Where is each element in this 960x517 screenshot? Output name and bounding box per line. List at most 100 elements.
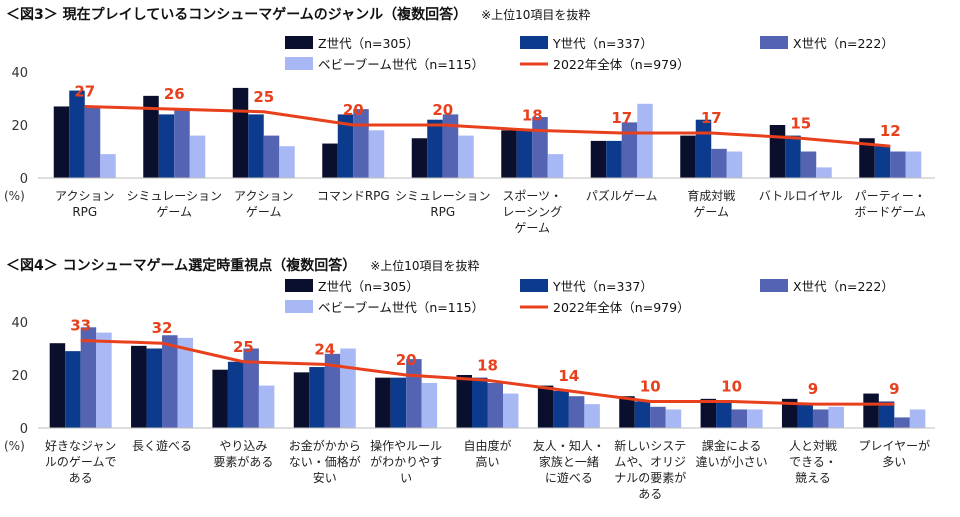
data-label: 15 <box>790 114 811 132</box>
bar <box>84 106 101 178</box>
data-label: 27 <box>74 82 95 100</box>
bar <box>878 401 895 428</box>
x-tick-label: やり込み要素がある <box>213 439 273 469</box>
bar <box>337 114 354 178</box>
bar <box>665 409 682 428</box>
chart-title-text: ＜図4＞ コンシューマゲーム選定時重視点（複数回答） <box>6 258 357 274</box>
bar <box>747 409 763 428</box>
bar <box>516 130 533 178</box>
bar <box>309 367 325 428</box>
bar <box>621 122 638 178</box>
bar <box>279 146 295 178</box>
bar <box>501 130 517 178</box>
bar <box>411 138 428 178</box>
bar <box>905 151 922 178</box>
bar <box>375 377 391 428</box>
bar <box>340 348 356 428</box>
bar <box>177 337 194 428</box>
data-label: 17 <box>701 109 722 127</box>
y-tick-label: 20 <box>11 119 28 134</box>
chart-title-fig3: ＜図3＞ 現在プレイしているコンシューマゲームのジャンル（複数回答） ※上位10項… <box>6 4 590 24</box>
chart-title-text: ＜図3＞ 現在プレイしているコンシューマゲームのジャンル（複数回答） <box>6 7 468 23</box>
x-tick-label: シミュレーション RPG <box>395 189 491 219</box>
y-tick-label: 0 <box>20 422 28 437</box>
y-tick-label: 40 <box>11 316 28 331</box>
bar <box>547 154 564 178</box>
data-label: 26 <box>164 85 185 103</box>
legend-swatch <box>285 36 313 49</box>
chart-note: ※上位10項目を抜粋 <box>481 8 591 22</box>
x-tick-label: バトルロイヤル <box>759 189 843 203</box>
bar <box>731 409 748 428</box>
x-tick-label: 自由度が高い <box>463 438 511 469</box>
bar <box>368 130 385 178</box>
data-label: 17 <box>611 109 632 127</box>
bar <box>716 401 732 428</box>
legend-label: X世代（n=222） <box>793 279 894 294</box>
bar <box>700 398 717 428</box>
legend-label: Y世代（n=337） <box>552 36 653 51</box>
bar <box>590 140 607 178</box>
data-label: 33 <box>70 317 91 335</box>
bar <box>503 393 519 428</box>
x-tick-label: 人と対戦できる・競える <box>789 439 837 485</box>
bar <box>227 361 244 428</box>
bar <box>248 114 264 178</box>
bar <box>324 353 341 428</box>
bar <box>390 377 407 428</box>
bar <box>243 348 259 428</box>
data-label: 10 <box>640 378 661 396</box>
bar <box>131 345 147 428</box>
data-label: 20 <box>396 351 417 369</box>
y-tick-label: 40 <box>11 66 28 81</box>
x-tick-label: シミュレーションゲーム <box>126 189 222 219</box>
legend-swatch <box>285 57 313 70</box>
chart-fig4: Z世代（n=305） Y世代（n=337） X世代（n=222） ベビーブーム世代（n… <box>4 279 935 501</box>
chart-fig3: Z世代（n=305） Y世代（n=337） X世代（n=222） ベビーブーム世代（n… <box>4 36 935 235</box>
legend-swatch <box>285 279 313 292</box>
bar <box>606 140 622 178</box>
bar <box>859 138 875 178</box>
bar <box>637 103 653 178</box>
bar <box>726 151 743 178</box>
x-tick-label: 新しいシステムや、オリジナルの要素がある <box>614 438 686 501</box>
legend-swatch <box>520 36 548 49</box>
bar <box>421 382 438 428</box>
chart-title-fig4: ＜図4＞ コンシューマゲーム選定時重視点（複数回答） ※上位10項目を抜粋 <box>6 255 480 275</box>
x-tick-label: アクション RPG <box>55 189 114 219</box>
legend-label: ベビーブーム世代（n=115） <box>318 300 484 315</box>
x-tick-label: コマンドRPG <box>317 189 390 203</box>
bar <box>189 135 206 178</box>
legend-label: ベビーブーム世代（n=115） <box>318 57 484 72</box>
data-label: 14 <box>558 367 579 385</box>
bar <box>487 382 503 428</box>
bar <box>442 114 459 178</box>
legend-label: Z世代（n=305） <box>318 279 419 294</box>
bar <box>584 404 600 428</box>
data-label: 24 <box>314 340 335 358</box>
bar <box>258 385 275 428</box>
x-tick-label: 育成対戦ゲーム <box>687 188 735 219</box>
bar <box>406 359 422 428</box>
bar <box>568 396 585 428</box>
bar <box>456 375 472 428</box>
bar <box>874 146 891 178</box>
x-tick-label: プレイヤーが多い <box>858 438 930 469</box>
legend-swatch <box>285 300 313 313</box>
bar <box>785 135 801 178</box>
bar <box>894 417 910 428</box>
x-tick-label: 課金による違いが小さい <box>696 438 768 469</box>
data-label: 32 <box>152 319 173 337</box>
bar <box>890 151 906 178</box>
y-axis-unit-label: (%) <box>4 189 25 203</box>
legend-label: 2022年全体（n=979） <box>553 300 690 315</box>
bar <box>80 327 97 428</box>
bar <box>680 135 696 178</box>
series-line-total <box>80 339 895 406</box>
x-tick-label: お金がかからない・価格が安い <box>289 438 361 485</box>
y-tick-label: 0 <box>20 172 28 187</box>
y-axis-unit-label: (%) <box>4 439 25 453</box>
bar <box>174 109 190 178</box>
bar <box>146 348 163 428</box>
data-label: 9 <box>808 380 818 398</box>
